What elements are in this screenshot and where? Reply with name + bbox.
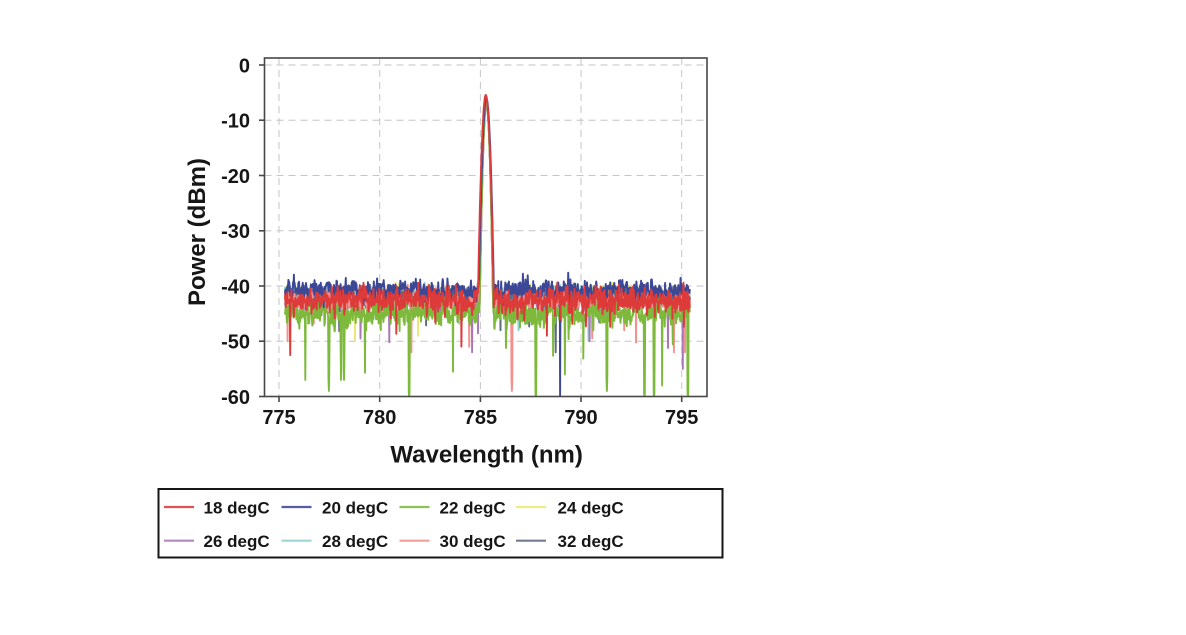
svg-text:-10: -10	[221, 111, 250, 133]
svg-text:-50: -50	[221, 332, 250, 354]
svg-text:-30: -30	[221, 221, 250, 243]
svg-text:Power (dBm): Power (dBm)	[184, 158, 211, 306]
svg-text:28 degC: 28 degC	[322, 532, 388, 551]
svg-text:785: 785	[464, 407, 497, 429]
svg-text:20 degC: 20 degC	[322, 498, 388, 517]
svg-text:-20: -20	[221, 166, 250, 188]
svg-text:26 degC: 26 degC	[204, 532, 270, 551]
svg-text:22 degC: 22 degC	[440, 498, 506, 517]
svg-text:790: 790	[564, 407, 597, 429]
svg-text:18 degC: 18 degC	[204, 498, 270, 517]
svg-text:Wavelength (nm): Wavelength (nm)	[390, 442, 582, 469]
svg-text:24 degC: 24 degC	[558, 498, 624, 517]
svg-text:780: 780	[363, 407, 396, 429]
svg-text:-60: -60	[221, 387, 250, 409]
svg-text:32 degC: 32 degC	[558, 532, 624, 551]
svg-text:795: 795	[665, 407, 698, 429]
svg-text:-40: -40	[221, 276, 250, 298]
svg-text:0: 0	[239, 55, 250, 77]
svg-text:775: 775	[262, 407, 295, 429]
svg-text:30 degC: 30 degC	[440, 532, 506, 551]
